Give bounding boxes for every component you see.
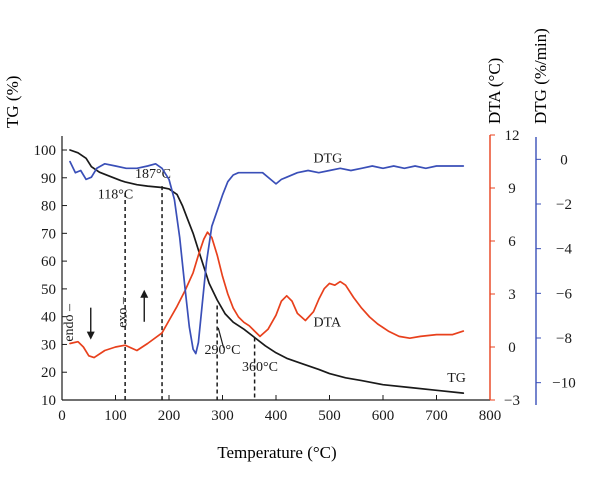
tg-tick-label: 80: [41, 199, 56, 215]
dta-tick-label: 6: [508, 234, 516, 250]
marker-label-118: 118°C: [98, 188, 133, 203]
marker-label-187: 187°C: [135, 167, 171, 182]
exo-annotation: exo –: [115, 296, 130, 328]
dta-tick-label: 9: [508, 181, 516, 197]
dta-curve: [69, 231, 465, 359]
x-tick-label: 300: [211, 408, 234, 424]
exo-arrow-head-icon: [140, 289, 149, 298]
dta-tick-label: 0: [508, 340, 516, 356]
dta-tick-label: 12: [505, 128, 520, 144]
axes-group: 0 100 200 300 400 500 600 700 800102030405060708…: [34, 128, 576, 424]
marker-label-290: 290°C: [205, 343, 241, 358]
dta-axis-label: DTA (°C): [485, 58, 504, 124]
tg-tick-label: 90: [41, 171, 56, 187]
dtg-tick-label: −2: [556, 197, 572, 213]
x-tick-label: 400: [265, 408, 288, 424]
dtg-tick-label: 0: [560, 152, 568, 168]
x-tick-label: 200: [158, 408, 181, 424]
dtg-tick-label: −6: [556, 286, 572, 302]
dta-tick-label: 3: [508, 287, 516, 303]
x-tick-label: 700: [425, 408, 448, 424]
x-tick-label: 500: [318, 408, 341, 424]
dta-tick-label: −3: [504, 393, 520, 409]
endo-annotation: endo –: [62, 303, 77, 342]
x-tick-label: 800: [479, 408, 502, 424]
dtg-tick-label: −4: [556, 242, 572, 258]
tg-tick-label: 60: [41, 254, 56, 270]
dtg-tick-label: −10: [552, 376, 575, 392]
dtg-axis-label: DTG (%/min): [531, 28, 550, 124]
x-tick-label: 0: [58, 408, 66, 424]
dtg-tick-label: −8: [556, 331, 572, 347]
tg-tick-label: 100: [34, 143, 57, 159]
tg-tick-label: 40: [41, 310, 56, 326]
series-group: [69, 149, 465, 394]
dtg-curve: [69, 160, 465, 355]
tg-tick-label: 50: [41, 282, 56, 298]
series-label-tg: TG: [447, 371, 466, 386]
tg-tick-label: 30: [41, 337, 56, 353]
tg-tick-label: 20: [41, 365, 56, 381]
x-axis-label: Temperature (°C): [217, 443, 336, 462]
series-label-dtg: DTG: [313, 152, 342, 167]
labels-group: DTG DTA TG endo – exo –: [62, 152, 466, 386]
tg-tick-label: 70: [41, 226, 56, 242]
x-tick-label: 600: [372, 408, 395, 424]
x-tick-label: 100: [104, 408, 127, 424]
marker-label-360: 360°C: [242, 360, 278, 375]
marker-arrow-290: [217, 327, 225, 348]
tg-axis-label: TG (%): [3, 76, 22, 128]
endo-arrow-head-icon: [86, 331, 95, 340]
tg-tick-label: 10: [41, 393, 56, 409]
series-label-dta: DTA: [313, 315, 342, 330]
tg-curve: [69, 149, 465, 394]
